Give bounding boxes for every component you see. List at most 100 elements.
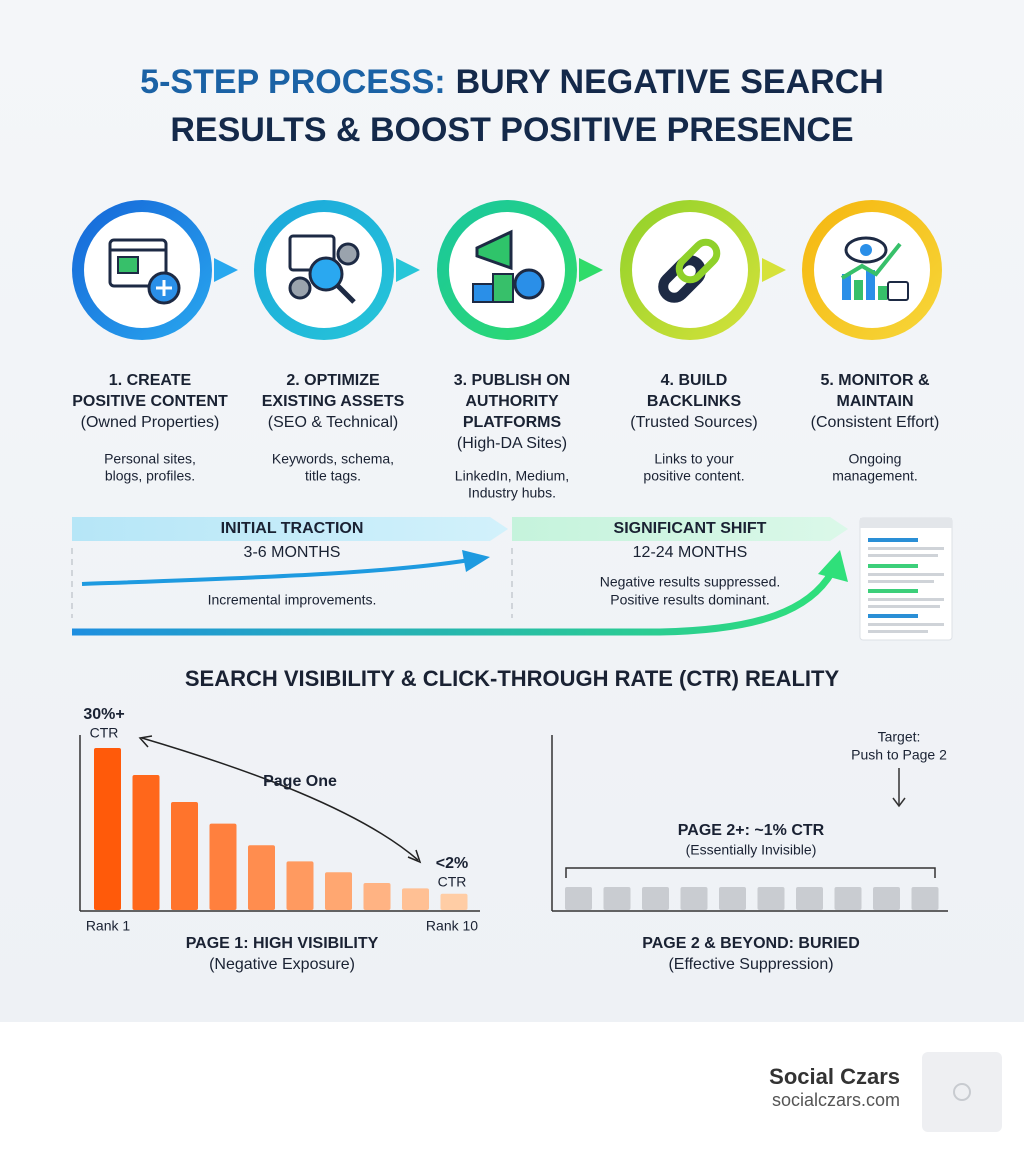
step-title: 5. MONITOR & [820, 372, 929, 389]
serp-document [859, 517, 953, 641]
icon [156, 280, 172, 296]
step-subtitle: (High-DA Sites) [457, 435, 567, 452]
step-desc: management. [832, 468, 918, 484]
step-desc: Industry hubs. [468, 485, 556, 501]
step-desc: title tags. [305, 468, 361, 484]
arrow-head [407, 849, 422, 864]
bar [363, 883, 391, 910]
bar [642, 887, 669, 910]
bar [132, 775, 160, 910]
phase-label: INITIAL TRACTION [221, 520, 364, 537]
icon [878, 286, 887, 300]
phase-duration: 3-6 MONTHS [244, 544, 341, 561]
section-title: SEARCH VISIBILITY & CLICK-THROUGH RATE (… [185, 666, 840, 691]
target-text: Target: [878, 729, 921, 745]
rank-label: Rank 1 [86, 918, 131, 934]
step-title: PLATFORMS [463, 414, 562, 431]
footer-bg [0, 1022, 1024, 1154]
bar [911, 887, 939, 910]
step-subtitle: (Trusted Sources) [630, 414, 757, 431]
steps: 1. CREATE POSITIVE CONTENT (Owned Properti… [72, 200, 942, 501]
step-desc: Keywords, schema, [272, 451, 394, 467]
top-unit: CTR [90, 725, 119, 741]
subcaption: (Effective Suppression) [668, 956, 833, 973]
icon [842, 274, 851, 300]
step-arrow [396, 258, 420, 282]
background [0, 0, 1024, 1022]
bar [873, 887, 900, 910]
icon [492, 273, 514, 303]
step-title: AUTHORITY [465, 393, 559, 410]
arrow-head [138, 735, 153, 748]
step-desc: Personal sites, [104, 451, 196, 467]
icon [887, 281, 909, 301]
step-title: POSITIVE CONTENT [72, 393, 228, 410]
bar [757, 887, 785, 910]
bracket [565, 867, 936, 878]
bracket-sub: (Essentially Invisible) [686, 842, 817, 858]
title-highlight: 5-STEP PROCESS: [140, 63, 445, 101]
phase-note: Positive results dominant. [610, 592, 770, 608]
bar [834, 887, 862, 910]
top-label: 30%+ [83, 706, 124, 723]
step-title: 4. BUILD [661, 372, 728, 389]
bar [209, 823, 237, 910]
bar [796, 887, 823, 910]
step-subtitle: (SEO & Technical) [268, 414, 398, 431]
step-arrow [214, 258, 238, 282]
icon [475, 229, 513, 271]
title-line: 5-STEP PROCESS: BURY NEGATIVE SEARCH [140, 63, 884, 101]
caption: PAGE 2 & BEYOND: BURIED [642, 935, 860, 952]
title-text: RESULTS & BOOST POSITIVE PRESENCE [170, 111, 853, 149]
brand-url: socialczars.com [772, 1090, 900, 1110]
step-disc [632, 212, 748, 328]
step-desc: blogs, profiles. [105, 468, 195, 484]
icon [288, 276, 312, 300]
icon [308, 256, 344, 292]
step-desc: Ongoing [849, 451, 902, 467]
bar [94, 748, 121, 910]
bar [680, 887, 708, 910]
icon [658, 255, 706, 303]
phase-duration: 12-24 MONTHS [633, 544, 748, 561]
step-title: 3. PUBLISH ON [454, 372, 570, 389]
step-arrow [579, 258, 603, 282]
step-title: 1. CREATE [109, 372, 192, 389]
bottom-label: <2% [436, 855, 468, 872]
icon [675, 238, 721, 284]
bar [603, 887, 631, 910]
bar [402, 888, 429, 910]
page2-chart: Target: Push to Page 2 PAGE 2+: ~1% CTR … [551, 729, 948, 973]
step-disc [449, 212, 565, 328]
bottom-unit: CTR [438, 874, 467, 890]
bracket-label: PAGE 2+: ~1% CTR [678, 822, 825, 839]
logo-mark [953, 1083, 971, 1101]
icon [840, 242, 902, 280]
rank-label: Rank 10 [426, 918, 478, 934]
logo [922, 1052, 1002, 1132]
bar [565, 887, 592, 910]
icon [860, 244, 872, 256]
phase-note: Incremental improvements. [208, 592, 377, 608]
curve-label: Page One [263, 773, 337, 790]
icon [336, 242, 360, 266]
arrow-head [818, 550, 848, 582]
step-title: BACKLINKS [647, 393, 742, 410]
bar [171, 802, 198, 910]
arrow-head [462, 550, 490, 572]
timeline: INITIAL TRACTION 3-6 MONTHS Incremental … [71, 517, 953, 641]
step-desc: positive content. [643, 468, 744, 484]
brand: Social Czars [769, 1064, 900, 1089]
icon [336, 284, 356, 304]
bar [325, 872, 352, 910]
step-subtitle: (Owned Properties) [81, 414, 220, 431]
bar [286, 861, 314, 910]
phase-label: SIGNIFICANT SHIFT [614, 520, 767, 537]
step-subtitle: (Consistent Effort) [811, 414, 940, 431]
page1-chart: 30%+ CTR Page One <2% CTR Rank 1 Rank 10… [79, 706, 480, 973]
bar [719, 887, 746, 910]
icon [117, 256, 139, 274]
step-desc: LinkedIn, Medium, [455, 468, 569, 484]
icon [854, 280, 863, 300]
